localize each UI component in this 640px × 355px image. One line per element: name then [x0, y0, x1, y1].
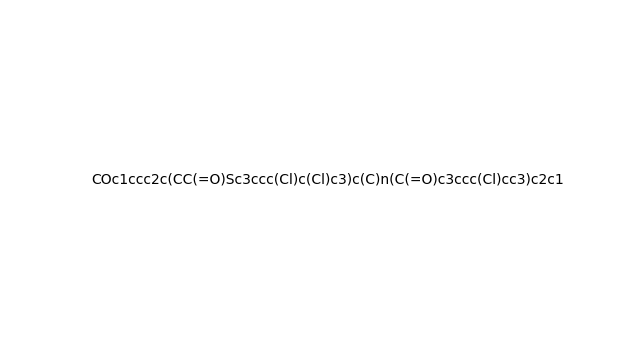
Text: COc1ccc2c(CC(=O)Sc3ccc(Cl)c(Cl)c3)c(C)n(C(=O)c3ccc(Cl)cc3)c2c1: COc1ccc2c(CC(=O)Sc3ccc(Cl)c(Cl)c3)c(C)n(… [92, 172, 564, 186]
